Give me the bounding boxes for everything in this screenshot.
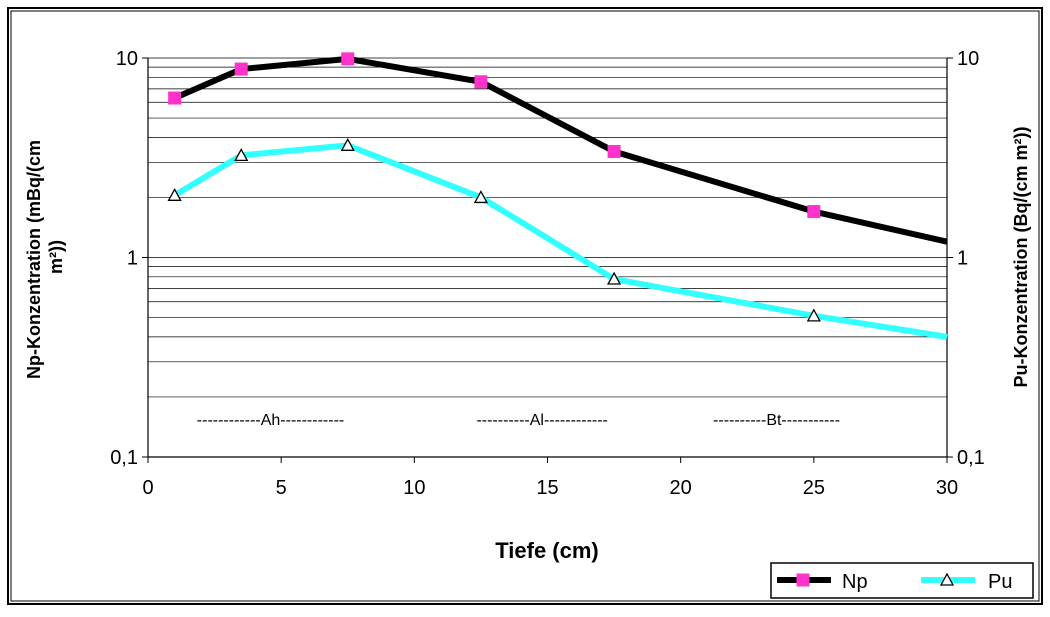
data-point-np <box>341 52 355 66</box>
y2-ticks: 0,1 1 10 <box>947 48 985 469</box>
data-point-pu <box>234 148 249 162</box>
horizon-label: ----------Al------------ <box>476 412 607 429</box>
x-axis-title: Tiefe (cm) <box>495 538 599 563</box>
data-point-pu <box>167 187 182 201</box>
chart-border <box>7 7 1043 605</box>
data-point-np <box>807 205 821 219</box>
legend-label: Np <box>842 571 868 593</box>
y-axis-title-line2: m²)) <box>46 240 66 274</box>
x-tick-label: 0 <box>142 477 153 499</box>
annotations: ------------Ah------------ ----------Al--… <box>197 412 840 429</box>
y2-tick-label: 1 <box>957 248 968 270</box>
legend-swatch-marker <box>796 573 810 587</box>
data-point-pu <box>473 190 489 204</box>
data-point-np <box>474 75 488 89</box>
data-point-np <box>168 91 182 105</box>
y-axis-title-line1: Np-Konzentration (mBq/(cm <box>24 140 44 379</box>
grid <box>148 57 947 458</box>
x-tick-label: 5 <box>276 477 287 499</box>
data-point-pu <box>606 271 622 285</box>
data-point-np <box>234 62 248 76</box>
data-point-np <box>607 144 621 158</box>
x-tick-label: 20 <box>670 477 692 499</box>
data-point-pu <box>340 137 355 151</box>
y2-tick-label: 0,1 <box>957 447 985 469</box>
legend-label: Pu <box>988 571 1012 593</box>
svg-text:Np-Konzentration (mBq/(cm: Np-Konzentration (mBq/(cm m²)) <box>24 135 66 379</box>
x-tick-label: 25 <box>803 477 825 499</box>
y-tick-label: 1 <box>127 248 138 270</box>
legend-item-pu: Pu <box>921 571 1012 593</box>
y-tick-label: 10 <box>116 48 138 70</box>
x-tick-label: 30 <box>936 477 958 499</box>
y2-axis-title: Pu-Konzentration (Bq/(cm m²)) <box>1011 127 1031 388</box>
horizon-label: ----------Bt----------- <box>713 412 840 429</box>
x-ticks: 0 5 10 15 20 25 30 <box>142 457 958 499</box>
x-tick-label: 15 <box>536 477 558 499</box>
legend-box <box>770 562 1034 599</box>
y-tick-label: 0,1 <box>110 447 138 469</box>
horizon-label: ------------Ah------------ <box>197 412 344 429</box>
chart-border-inner <box>10 10 1040 602</box>
x-tick-label: 10 <box>403 477 425 499</box>
y2-tick-label: 10 <box>957 48 979 70</box>
series-pu <box>167 137 948 340</box>
legend: Np Pu <box>770 562 1034 599</box>
legend-swatch-marker <box>939 572 955 586</box>
series-np <box>168 52 948 245</box>
y-ticks: 0,1 1 10 <box>110 48 148 469</box>
legend-item-np: Np <box>777 571 868 593</box>
data-point-pu <box>806 308 821 322</box>
series <box>167 52 948 340</box>
